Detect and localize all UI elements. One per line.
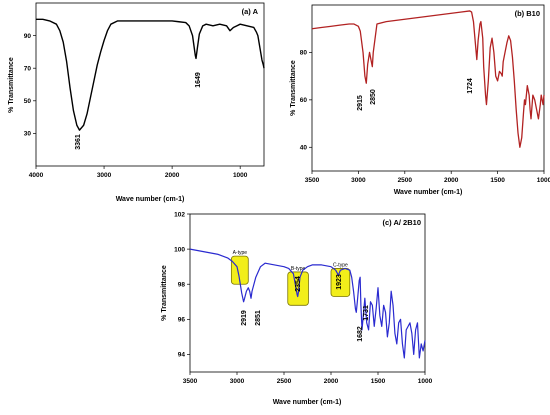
chart-title-a: (a) A: [242, 7, 259, 16]
peak-label-2354: 2354: [295, 276, 302, 292]
peak-label-1923: 1923: [336, 274, 343, 290]
plot-frame-b: [311, 4, 545, 172]
x-tick-label-b-0: 3500: [305, 177, 320, 184]
x-tick-label-a-0: 4000: [29, 172, 44, 179]
x-tick-label-b-4: 1500: [490, 177, 505, 184]
x-axis-label-a: Wave number (cm-1): [116, 196, 185, 203]
x-axis-label-c: Wave number (cm-1): [273, 399, 342, 406]
y-axis-label-a: % Transmittance: [8, 57, 15, 113]
peak-label-1649: 1649: [195, 72, 202, 88]
region-label-2: C-type: [333, 262, 348, 268]
chart-title-c: (c) A/ 2B10: [383, 218, 422, 227]
y-tick-label-a-1: 50: [24, 98, 32, 105]
y-tick-label-b-1: 60: [300, 97, 308, 104]
x-tick-label-a-1: 3000: [97, 172, 112, 179]
x-tick-label-b-1: 3000: [351, 177, 366, 184]
peak-label-2919: 2919: [241, 310, 248, 326]
region-box-1: [287, 271, 309, 306]
x-tick-label-c-4: 1500: [371, 378, 386, 385]
y-axis-label-c: % Transmittance: [161, 265, 168, 321]
series-line-a: [36, 18, 265, 131]
y-tick-label-a-2: 70: [24, 66, 32, 73]
region-label-1: B-type: [291, 266, 306, 272]
x-tick-label-b-3: 2000: [444, 177, 459, 184]
y-tick-label-b-0: 40: [300, 145, 308, 152]
x-tick-label-c-0: 3500: [183, 378, 198, 385]
peak-label-1724: 1724: [467, 78, 474, 94]
region-label-0: A-type: [233, 250, 248, 256]
x-tick-label-c-1: 3000: [230, 378, 245, 385]
x-tick-label-c-3: 2000: [324, 378, 339, 385]
axis-ticks-b: 3500 3000 2500 2000 1500 1000 40 60 80: [300, 50, 550, 184]
x-axis-label-b: Wave number (cm-1): [394, 189, 463, 196]
peak-label-1682: 1682: [357, 326, 364, 342]
x-tick-label-c-2: 2500: [277, 378, 292, 385]
x-tick-label-a-2: 2000: [165, 172, 180, 179]
y-tick-label-a-3: 90: [24, 33, 32, 40]
y-tick-label-c-3: 100: [174, 246, 185, 253]
y-tick-label-c-4: 102: [174, 211, 185, 218]
series-line-c: [189, 248, 426, 359]
region-box-2: [330, 268, 351, 297]
panel-b: (b) B10 Wave number (cm-1) % Transmittan…: [290, 4, 550, 196]
chart-title-b: (b) B10: [515, 9, 540, 18]
x-tick-label-b-5: 1000: [537, 177, 550, 184]
peak-label-2850: 2850: [370, 89, 377, 105]
series-line-b: [311, 10, 545, 148]
peak-label-2851: 2851: [255, 310, 262, 326]
axis-ticks-a: 4000 3000 2000 1000 30 50 70 90: [24, 33, 248, 179]
x-tick-label-c-5: 1000: [418, 378, 433, 385]
peak-label-1731: 1731: [363, 305, 370, 321]
y-tick-label-a-0: 30: [24, 131, 32, 138]
y-tick-label-c-0: 94: [178, 352, 186, 359]
x-tick-label-b-2: 2500: [398, 177, 413, 184]
y-axis-label-b: % Transmittance: [290, 60, 297, 116]
y-tick-label-b-2: 80: [300, 50, 308, 57]
x-tick-label-a-3: 1000: [233, 172, 248, 179]
peak-label-3361: 3361: [75, 134, 82, 150]
y-tick-label-c-2: 98: [178, 282, 186, 289]
axis-ticks-c: 3500 3000 2500 2000 1500 1000 94 96 98 100 102: [174, 211, 432, 385]
panel-a: (a) A Wave number (cm-1) % Transmittance…: [8, 2, 265, 203]
panel-c: (c) A/ 2B10 Wave number (cm-1) % Transmi…: [161, 211, 433, 406]
plot-frame-a: [35, 2, 265, 167]
region-highlights-c: A-type B-type C-type: [230, 250, 351, 306]
peak-label-2915: 2915: [357, 95, 364, 111]
y-tick-label-c-1: 96: [178, 317, 186, 324]
